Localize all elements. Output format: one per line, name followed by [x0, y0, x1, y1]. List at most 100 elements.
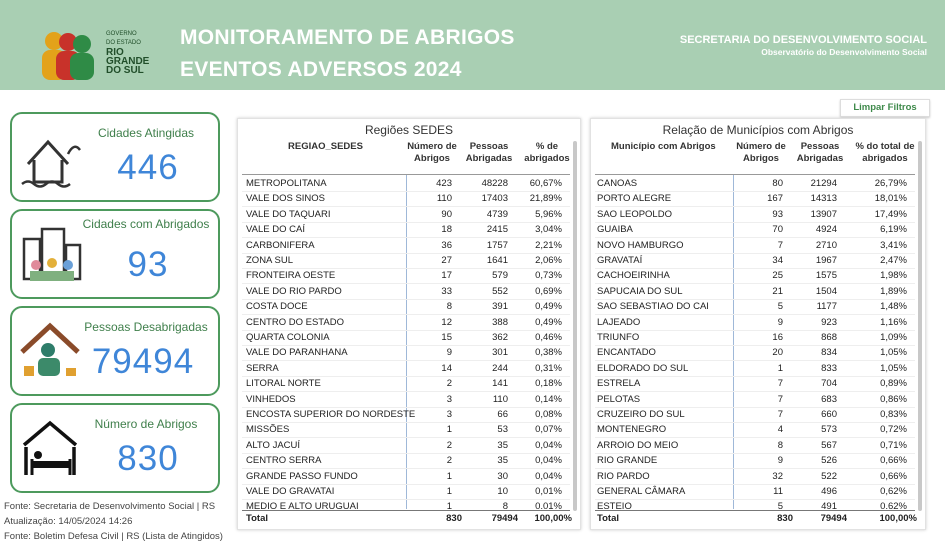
row-divider — [595, 468, 915, 470]
cell-name: SAO LEOPOLDO — [597, 208, 672, 220]
cell-number: 301 — [492, 347, 508, 359]
row-divider — [242, 499, 570, 500]
cell-number: 16 — [772, 332, 783, 343]
cell-number: 1641 — [486, 255, 508, 266]
cell-name: RIO GRANDE — [597, 455, 658, 467]
cell-number: 573 — [821, 424, 837, 436]
cell-number: 2710 — [815, 239, 837, 251]
cell-number: 3,41% — [880, 239, 907, 251]
table-title: Regiões SEDES — [364, 123, 454, 137]
cell-name: TRIUNFO — [597, 332, 640, 343]
cell-number: 0,46% — [535, 332, 562, 343]
row-divider — [242, 206, 570, 208]
cell-number: 1575 — [815, 270, 837, 282]
cell-name: NOVO HAMBURGO — [597, 239, 684, 251]
cell-number: 80 — [772, 178, 783, 189]
cell-name: ZONA SUL — [246, 255, 293, 266]
column-header: Número de Abrigos — [407, 141, 457, 164]
footer-line: Fonte: Secretaria de Desenvolvimento Soc… — [4, 501, 216, 512]
row-divider — [595, 375, 915, 377]
row-divider — [595, 221, 915, 223]
row-divider — [595, 268, 915, 269]
row-divider — [242, 221, 570, 223]
cell-number: 18 — [441, 224, 452, 236]
title-line: MONITORAMENTO DE ABRIGOS — [180, 26, 515, 49]
cell-number: 36 — [441, 239, 452, 251]
column-header: Pessoas Abrigadas — [796, 141, 844, 164]
row-divider — [595, 298, 915, 300]
table-body: CANOAS 80 21294 26,79% PORTO ALEGRE 167 14313 1… — [591, 176, 915, 509]
kpi-value: 79494 — [91, 342, 195, 381]
cell-number: 0,71% — [880, 439, 907, 451]
cell-number: 1 — [446, 501, 452, 509]
row-divider — [595, 191, 915, 192]
row-divider — [595, 206, 915, 208]
kpi-title: Cidades com Abrigados — [82, 217, 210, 231]
cell-number: 30 — [497, 470, 508, 482]
cell-name: MONTENEGRO — [597, 424, 667, 436]
cell-number: 579 — [492, 270, 508, 282]
cell-name: PELOTAS — [597, 393, 641, 405]
cell-number: 362 — [492, 332, 508, 343]
row-divider — [595, 283, 915, 285]
cell-number: 0,69% — [535, 285, 562, 297]
cell-number: 0,73% — [535, 270, 562, 282]
scrollbar — [918, 141, 922, 511]
cell-number: 1 — [446, 470, 452, 482]
kpi-card: Pessoas Desabrigadas 79494 — [10, 306, 220, 396]
column-divider — [733, 175, 734, 509]
kpi-card: Número de Abrigos 830 — [10, 403, 220, 493]
cell-number: 5 — [777, 301, 783, 313]
cell-name: VALE DO CAÍ — [246, 224, 305, 236]
row-divider — [242, 483, 570, 485]
cell-number: 8 — [777, 439, 783, 451]
cell-number: 0,66% — [880, 470, 907, 482]
total-label: Total — [246, 513, 268, 524]
row-divider — [595, 406, 915, 408]
cell-number: 496 — [821, 486, 837, 497]
row-divider — [595, 422, 915, 423]
cell-number: 567 — [821, 439, 837, 451]
kpi-value: 830 — [117, 439, 179, 478]
cell-name: LAJEADO — [597, 316, 641, 328]
logo-line: GRANDE — [106, 56, 150, 67]
logo-text: GOVERNO DO ESTADO RIO GRANDE DO SUL — [106, 30, 150, 76]
cell-number: 0,49% — [535, 301, 562, 313]
cell-number: 0,38% — [535, 347, 562, 359]
row-divider — [595, 452, 915, 454]
row-divider — [595, 360, 915, 362]
cell-number: 12 — [441, 316, 452, 328]
column-header: Município com Abrigos — [611, 141, 716, 152]
kpi-card: Cidades com Abrigados 93 — [10, 209, 220, 299]
kpi-icon — [22, 227, 82, 281]
cell-number: 0,62% — [880, 486, 907, 497]
scrollbar — [573, 141, 577, 511]
cell-number: 2 — [446, 439, 452, 451]
cell-number: 9 — [446, 347, 452, 359]
cell-number: 0,86% — [880, 393, 907, 405]
kpi-value: 446 — [117, 148, 179, 187]
cell-number: 14 — [441, 362, 452, 374]
row-divider — [242, 298, 570, 300]
cell-number: 0,89% — [880, 378, 907, 390]
cell-number: 2415 — [486, 224, 508, 236]
cell-name: ESTRELA — [597, 378, 641, 390]
cell-name: COSTA DOCE — [246, 301, 308, 313]
cell-number: 244 — [492, 362, 508, 374]
title-line: EVENTOS ADVERSOS 2024 — [180, 58, 462, 81]
total-divider — [595, 510, 915, 511]
cell-number: 8 — [446, 301, 452, 313]
column-header: REGIAO_SEDES — [288, 141, 363, 152]
cell-number: 0,08% — [535, 409, 562, 420]
clear-filters-button[interactable]: Limpar Filtros — [840, 99, 930, 117]
cell-number: 3 — [446, 393, 452, 405]
cell-number: 3 — [446, 409, 452, 420]
cell-number: 21,89% — [529, 193, 562, 205]
cell-number: 48228 — [481, 178, 508, 189]
cell-number: 4 — [777, 424, 783, 436]
cell-number: 7 — [777, 378, 783, 390]
cell-number: 1967 — [815, 255, 837, 266]
cell-number: 9 — [777, 316, 783, 328]
cell-number: 10 — [497, 486, 508, 497]
